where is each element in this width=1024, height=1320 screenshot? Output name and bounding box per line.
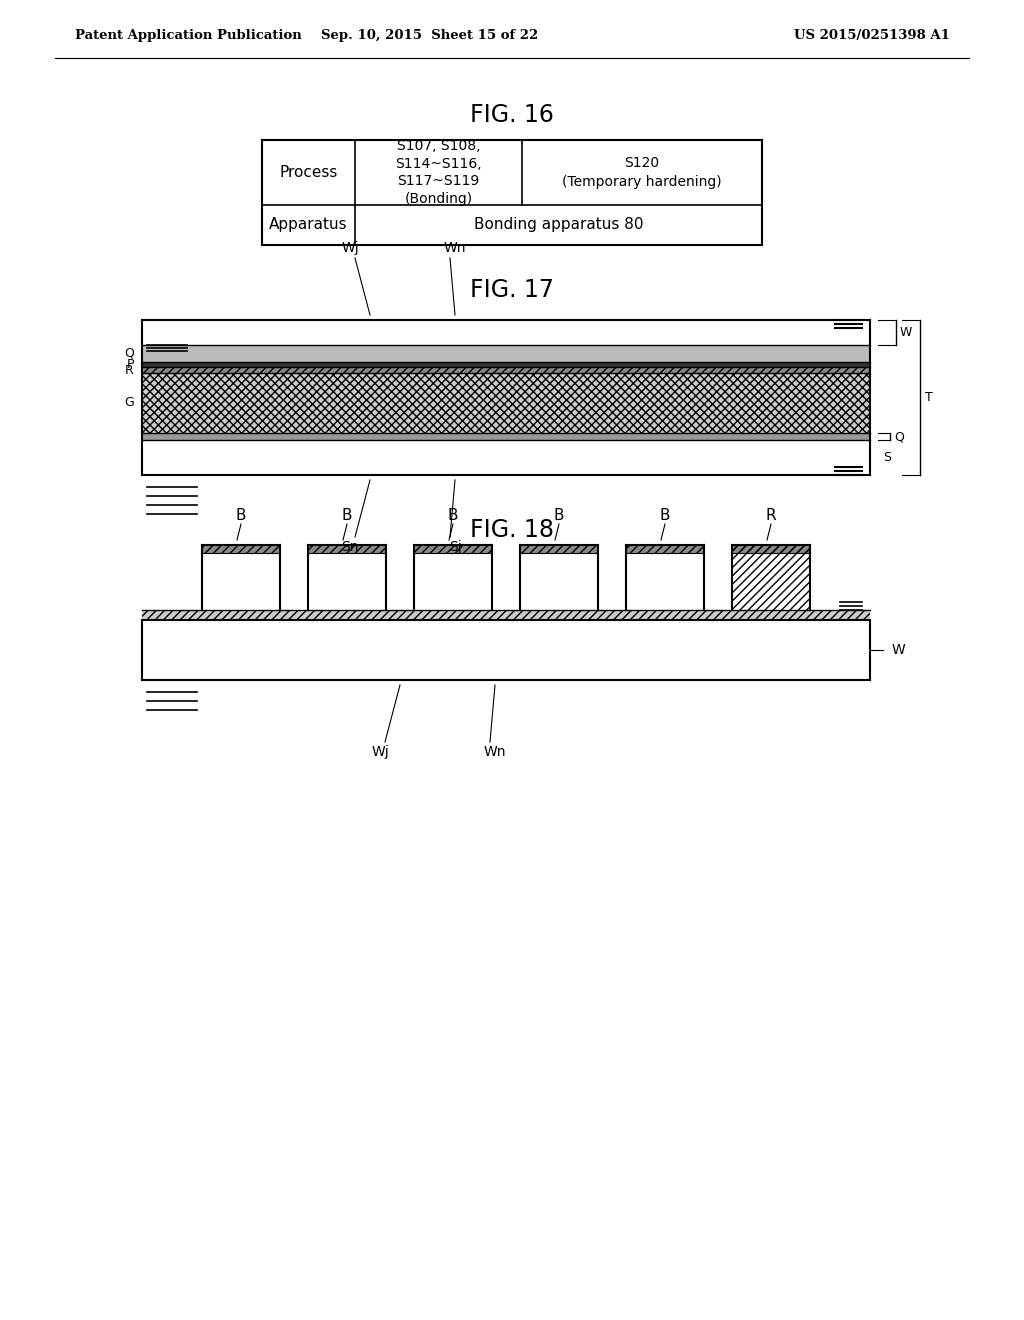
Text: R: R xyxy=(125,363,134,376)
Text: B: B xyxy=(342,508,352,523)
Bar xyxy=(414,545,492,553)
Text: Wn: Wn xyxy=(483,744,506,759)
Text: Sep. 10, 2015  Sheet 15 of 22: Sep. 10, 2015 Sheet 15 of 22 xyxy=(322,29,539,41)
Text: P: P xyxy=(127,358,134,371)
Text: S107, S108,
S114~S116,
S117~S119
(Bonding): S107, S108, S114~S116, S117~S119 (Bondin… xyxy=(395,139,482,206)
Text: Wn: Wn xyxy=(443,242,466,255)
Bar xyxy=(142,367,870,374)
Bar xyxy=(520,545,598,553)
Bar xyxy=(142,345,870,362)
Text: Sj: Sj xyxy=(449,540,462,554)
Text: Patent Application Publication: Patent Application Publication xyxy=(75,29,302,41)
Bar xyxy=(142,433,870,440)
Text: W: W xyxy=(892,643,906,657)
Text: G: G xyxy=(124,396,134,409)
Bar xyxy=(732,545,810,553)
Text: T: T xyxy=(925,391,933,404)
Text: Q: Q xyxy=(124,347,134,360)
Text: B: B xyxy=(447,508,459,523)
Text: Wj: Wj xyxy=(371,744,389,759)
Text: S: S xyxy=(883,451,891,465)
Bar xyxy=(626,545,705,553)
Bar xyxy=(142,374,870,433)
Text: W: W xyxy=(900,326,912,339)
Text: S120
(Temporary hardening): S120 (Temporary hardening) xyxy=(562,156,722,189)
Text: Wj: Wj xyxy=(341,242,358,255)
Text: Sn: Sn xyxy=(341,540,358,554)
Bar xyxy=(308,545,386,553)
Text: US 2015/0251398 A1: US 2015/0251398 A1 xyxy=(795,29,950,41)
Bar xyxy=(142,362,870,367)
Text: Process: Process xyxy=(280,165,338,180)
Bar xyxy=(142,610,870,620)
Text: B: B xyxy=(554,508,564,523)
Text: FIG. 17: FIG. 17 xyxy=(470,279,554,302)
Text: B: B xyxy=(659,508,671,523)
Text: Apparatus: Apparatus xyxy=(269,218,348,232)
Text: R: R xyxy=(766,508,776,523)
Text: Q: Q xyxy=(894,430,904,444)
Text: FIG. 18: FIG. 18 xyxy=(470,517,554,543)
Text: B: B xyxy=(236,508,246,523)
Bar xyxy=(732,545,810,610)
Text: Bonding apparatus 80: Bonding apparatus 80 xyxy=(474,218,643,232)
Text: FIG. 16: FIG. 16 xyxy=(470,103,554,127)
Bar xyxy=(202,545,280,553)
